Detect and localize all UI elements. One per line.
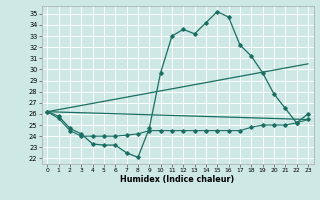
- X-axis label: Humidex (Indice chaleur): Humidex (Indice chaleur): [120, 175, 235, 184]
